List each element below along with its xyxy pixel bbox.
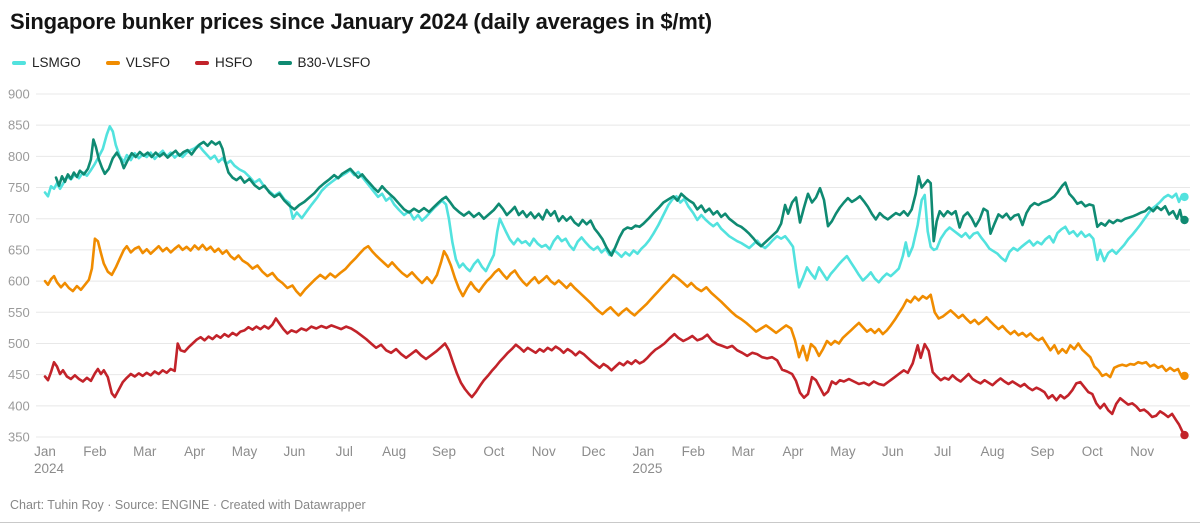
series-line-vlsfo [43,237,1186,379]
x-tick-label-aug-7: Aug [382,444,406,459]
x-tick-label-oct-9: Oct [483,444,504,459]
x-tick-label-jul-6: Jul [336,444,353,459]
x-tick-label-sep-20: Sep [1030,444,1054,459]
legend-item-b30-vlsfo: B30-VLSFO [277,55,371,70]
y-tick-label-700: 700 [8,211,30,226]
legend-swatch-hsfo [195,60,210,65]
x-tick-label-feb-1: Feb [83,444,106,459]
y-tick-label-550: 550 [8,305,30,320]
series-line-hsfo [43,317,1186,437]
series-end-dot-b30-vlsfo [1180,215,1189,225]
chart-footer: Chart: Tuhin Roy · Source: ENGINE · Crea… [10,498,366,512]
y-tick-label-750: 750 [8,180,30,195]
x-tick-label-jun-5: Jun [283,444,305,459]
x-tick-label-apr-15: Apr [783,444,805,459]
x-tick-label-jun-17: Jun [882,444,904,459]
legend-swatch-lsmgo [12,60,26,65]
chart-title: Singapore bunker prices since January 20… [10,9,712,34]
y-tick-label-800: 800 [8,149,30,164]
x-tick-label-may-16: May [830,444,856,459]
y-tick-label-500: 500 [8,336,30,351]
x-tick-label-apr-3: Apr [184,444,206,459]
legend-swatch-vlsfo [105,60,120,65]
legend-label-hsfo: HSFO [215,55,253,70]
chart-legend: LSMGO VLSFO HSFO B30-VLSFO [12,55,370,70]
legend-swatch-b30-vlsfo [277,60,292,65]
legend-label-lsmgo: LSMGO [32,55,81,70]
y-tick-label-450: 450 [8,367,30,382]
y-tick-label-850: 850 [8,118,30,133]
y-tick-label-350: 350 [8,430,30,445]
x-tick-year-2024: 2024 [34,461,65,476]
x-tick-label-feb-13: Feb [682,444,705,459]
x-tick-label-jan-12: Jan [633,444,655,459]
y-tick-label-650: 650 [8,242,30,257]
legend-item-vlsfo: VLSFO [105,55,171,70]
x-tick-label-nov-10: Nov [532,444,556,459]
series-end-dot-vlsfo [1180,371,1189,381]
series-end-dot-lsmgo [1180,192,1189,202]
x-tick-label-dec-11: Dec [582,444,606,459]
x-tick-label-sep-8: Sep [432,444,456,459]
legend-item-hsfo: HSFO [195,55,253,70]
x-tick-label-may-4: May [232,444,258,459]
legend-item-lsmgo: LSMGO [12,55,81,70]
y-tick-label-600: 600 [8,274,30,289]
y-tick-label-400: 400 [8,398,30,413]
bottom-divider [0,522,1200,523]
x-tick-label-mar-14: Mar [732,444,756,459]
series-line-lsmgo [43,125,1186,289]
x-tick-label-oct-21: Oct [1082,444,1103,459]
x-tick-label-mar-2: Mar [133,444,157,459]
y-tick-label-900: 900 [8,87,30,102]
series-end-dot-hsfo [1180,430,1189,440]
x-tick-label-jul-18: Jul [934,444,951,459]
x-tick-label-aug-19: Aug [981,444,1005,459]
x-tick-label-nov-22: Nov [1130,444,1154,459]
legend-label-vlsfo: VLSFO [125,55,171,70]
x-tick-label-jan-0: Jan [34,444,56,459]
x-tick-year-2025: 2025 [632,461,662,476]
series-line-b30-vlsfo [54,138,1186,257]
legend-label-b30-vlsfo: B30-VLSFO [297,55,371,70]
